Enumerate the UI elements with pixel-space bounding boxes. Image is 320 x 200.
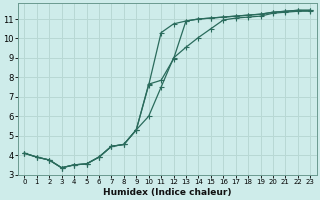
X-axis label: Humidex (Indice chaleur): Humidex (Indice chaleur) bbox=[103, 188, 232, 197]
